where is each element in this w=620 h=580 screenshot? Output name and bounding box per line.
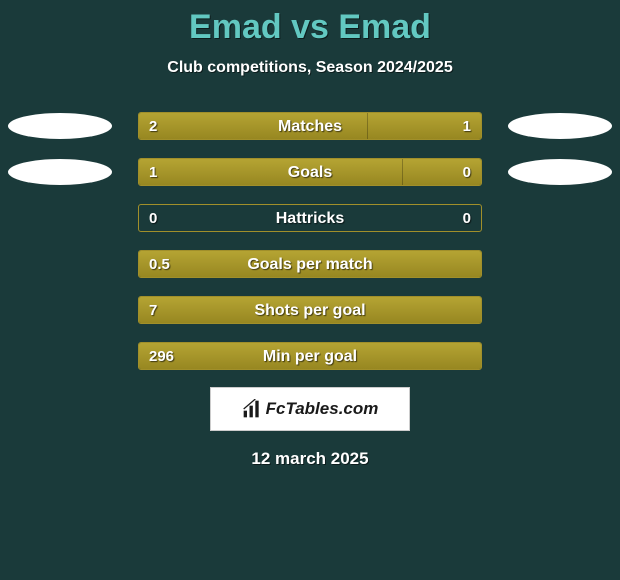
stat-label: Hattricks	[139, 205, 481, 232]
stat-row: 7Shots per goal	[0, 295, 620, 325]
stat-bar-track: 10Goals	[138, 158, 482, 186]
logo-text: FcTables.com	[266, 399, 379, 419]
stats-container: 21Matches 10Goals 00Hattricks 0.5Goals per …	[0, 111, 620, 371]
page-title: Emad vs Emad	[0, 0, 620, 47]
stat-row: 21Matches	[0, 111, 620, 141]
stat-bar-track: 21Matches	[138, 112, 482, 140]
stat-label: Min per goal	[139, 343, 481, 370]
stat-label: Goals per match	[139, 251, 481, 278]
stat-row: 00Hattricks	[0, 203, 620, 233]
stat-row: 0.5Goals per match	[0, 249, 620, 279]
stat-label: Goals	[139, 159, 481, 186]
stat-bar-track: 0.5Goals per match	[138, 250, 482, 278]
player-badge-left	[8, 159, 112, 185]
stat-row: 296Min per goal	[0, 341, 620, 371]
date-label: 12 march 2025	[0, 449, 620, 469]
stat-label: Shots per goal	[139, 297, 481, 324]
stat-bar-track: 296Min per goal	[138, 342, 482, 370]
fctables-logo[interactable]: FcTables.com	[210, 387, 410, 431]
stat-bar-track: 00Hattricks	[138, 204, 482, 232]
chart-icon	[242, 399, 262, 419]
subtitle: Club competitions, Season 2024/2025	[0, 59, 620, 77]
stat-row: 10Goals	[0, 157, 620, 187]
player-badge-left	[8, 113, 112, 139]
stat-label: Matches	[139, 113, 481, 140]
player-badge-right	[508, 113, 612, 139]
player-badge-right	[508, 159, 612, 185]
stat-bar-track: 7Shots per goal	[138, 296, 482, 324]
